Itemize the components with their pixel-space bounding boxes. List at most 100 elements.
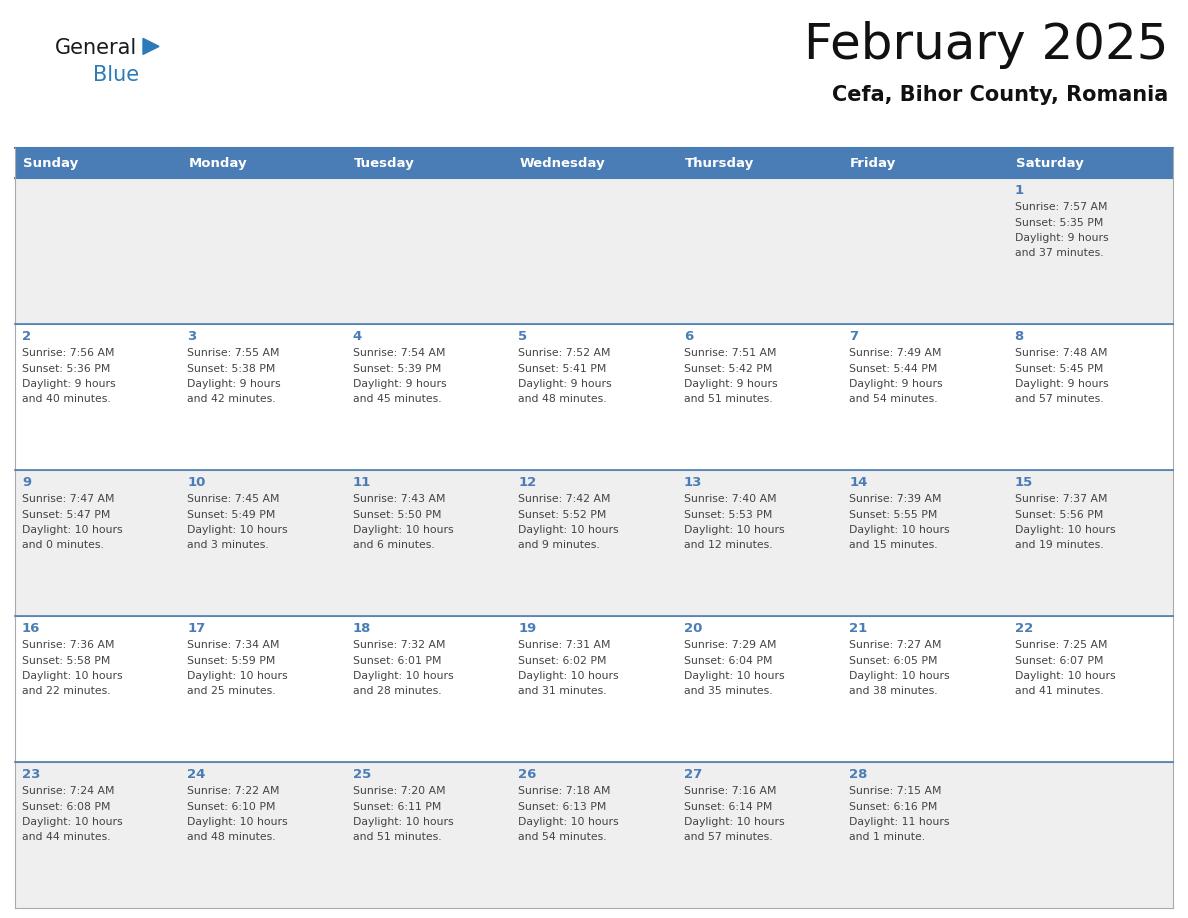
Text: and 54 minutes.: and 54 minutes. <box>518 833 607 843</box>
Text: and 51 minutes.: and 51 minutes. <box>353 833 442 843</box>
Bar <box>15 470 181 616</box>
Text: Daylight: 10 hours: Daylight: 10 hours <box>518 817 619 827</box>
Text: Daylight: 10 hours: Daylight: 10 hours <box>1015 671 1116 681</box>
Text: Sunset: 6:07 PM: Sunset: 6:07 PM <box>1015 655 1104 666</box>
Bar <box>346 324 511 470</box>
Text: Sunrise: 7:49 AM: Sunrise: 7:49 AM <box>849 348 942 358</box>
Text: Daylight: 9 hours: Daylight: 9 hours <box>188 379 282 389</box>
Text: Sunrise: 7:52 AM: Sunrise: 7:52 AM <box>518 348 611 358</box>
Text: 24: 24 <box>188 768 206 781</box>
Text: 28: 28 <box>849 768 867 781</box>
Text: Sunrise: 7:16 AM: Sunrise: 7:16 AM <box>684 786 776 796</box>
Text: Daylight: 10 hours: Daylight: 10 hours <box>684 525 784 535</box>
Text: 8: 8 <box>1015 330 1024 343</box>
Bar <box>511 178 677 324</box>
Text: Sunset: 6:02 PM: Sunset: 6:02 PM <box>518 655 607 666</box>
Text: Sunset: 5:44 PM: Sunset: 5:44 PM <box>849 364 937 374</box>
Bar <box>15 616 181 762</box>
Bar <box>511 616 677 762</box>
Text: 6: 6 <box>684 330 693 343</box>
Text: and 22 minutes.: and 22 minutes. <box>23 687 110 697</box>
Text: and 19 minutes.: and 19 minutes. <box>1015 541 1104 551</box>
Text: 7: 7 <box>849 330 858 343</box>
Text: Sunset: 5:45 PM: Sunset: 5:45 PM <box>1015 364 1102 374</box>
Text: 26: 26 <box>518 768 537 781</box>
Text: 12: 12 <box>518 476 537 489</box>
Text: Sunrise: 7:43 AM: Sunrise: 7:43 AM <box>353 494 446 504</box>
Text: Daylight: 9 hours: Daylight: 9 hours <box>1015 379 1108 389</box>
Text: 13: 13 <box>684 476 702 489</box>
Bar <box>842 148 1007 178</box>
Text: 21: 21 <box>849 622 867 635</box>
Text: Sunset: 5:56 PM: Sunset: 5:56 PM <box>1015 509 1102 520</box>
Text: and 9 minutes.: and 9 minutes. <box>518 541 600 551</box>
Bar <box>842 178 1007 324</box>
Text: Daylight: 10 hours: Daylight: 10 hours <box>188 817 287 827</box>
Bar <box>1007 762 1173 908</box>
Text: 1: 1 <box>1015 184 1024 197</box>
Bar <box>346 148 511 178</box>
Text: Thursday: Thursday <box>684 156 754 170</box>
Text: 2: 2 <box>23 330 31 343</box>
Text: Daylight: 9 hours: Daylight: 9 hours <box>353 379 447 389</box>
Text: 25: 25 <box>353 768 371 781</box>
Text: Daylight: 9 hours: Daylight: 9 hours <box>23 379 115 389</box>
Text: and 57 minutes.: and 57 minutes. <box>684 833 772 843</box>
Text: Sunset: 6:14 PM: Sunset: 6:14 PM <box>684 801 772 812</box>
Text: Sunset: 5:58 PM: Sunset: 5:58 PM <box>23 655 110 666</box>
Text: and 28 minutes.: and 28 minutes. <box>353 687 442 697</box>
Text: Wednesday: Wednesday <box>519 156 605 170</box>
Text: Daylight: 10 hours: Daylight: 10 hours <box>518 671 619 681</box>
Text: Sunrise: 7:39 AM: Sunrise: 7:39 AM <box>849 494 942 504</box>
Text: Daylight: 10 hours: Daylight: 10 hours <box>23 525 122 535</box>
Text: 17: 17 <box>188 622 206 635</box>
Text: Sunset: 5:47 PM: Sunset: 5:47 PM <box>23 509 110 520</box>
Text: Daylight: 9 hours: Daylight: 9 hours <box>518 379 612 389</box>
Text: Sunrise: 7:54 AM: Sunrise: 7:54 AM <box>353 348 446 358</box>
Text: Sunset: 5:52 PM: Sunset: 5:52 PM <box>518 509 607 520</box>
Text: Sunrise: 7:36 AM: Sunrise: 7:36 AM <box>23 640 114 650</box>
Text: Daylight: 10 hours: Daylight: 10 hours <box>188 671 287 681</box>
Text: Sunrise: 7:29 AM: Sunrise: 7:29 AM <box>684 640 776 650</box>
Text: Sunrise: 7:25 AM: Sunrise: 7:25 AM <box>1015 640 1107 650</box>
Bar <box>181 762 346 908</box>
Text: Sunset: 5:55 PM: Sunset: 5:55 PM <box>849 509 937 520</box>
Text: Sunrise: 7:37 AM: Sunrise: 7:37 AM <box>1015 494 1107 504</box>
Text: Sunset: 6:13 PM: Sunset: 6:13 PM <box>518 801 607 812</box>
Text: Sunset: 5:41 PM: Sunset: 5:41 PM <box>518 364 607 374</box>
Text: and 15 minutes.: and 15 minutes. <box>849 541 937 551</box>
Text: Saturday: Saturday <box>1016 156 1083 170</box>
Text: Daylight: 10 hours: Daylight: 10 hours <box>518 525 619 535</box>
Bar <box>677 148 842 178</box>
Text: Sunset: 6:04 PM: Sunset: 6:04 PM <box>684 655 772 666</box>
Bar <box>346 762 511 908</box>
Text: Sunset: 5:42 PM: Sunset: 5:42 PM <box>684 364 772 374</box>
Bar <box>842 616 1007 762</box>
Text: 10: 10 <box>188 476 206 489</box>
Text: and 37 minutes.: and 37 minutes. <box>1015 249 1104 259</box>
Bar <box>181 616 346 762</box>
Text: Sunrise: 7:47 AM: Sunrise: 7:47 AM <box>23 494 114 504</box>
Text: Daylight: 10 hours: Daylight: 10 hours <box>353 671 454 681</box>
Bar <box>346 470 511 616</box>
Text: Cefa, Bihor County, Romania: Cefa, Bihor County, Romania <box>832 85 1168 105</box>
Text: and 35 minutes.: and 35 minutes. <box>684 687 772 697</box>
Text: Sunrise: 7:40 AM: Sunrise: 7:40 AM <box>684 494 776 504</box>
Bar <box>1007 324 1173 470</box>
Polygon shape <box>143 39 159 54</box>
Text: Sunset: 5:59 PM: Sunset: 5:59 PM <box>188 655 276 666</box>
Text: 5: 5 <box>518 330 527 343</box>
Text: and 25 minutes.: and 25 minutes. <box>188 687 276 697</box>
Text: Sunset: 5:36 PM: Sunset: 5:36 PM <box>23 364 110 374</box>
Text: Daylight: 10 hours: Daylight: 10 hours <box>188 525 287 535</box>
Text: Sunset: 5:39 PM: Sunset: 5:39 PM <box>353 364 441 374</box>
Bar <box>15 762 181 908</box>
Text: Sunrise: 7:31 AM: Sunrise: 7:31 AM <box>518 640 611 650</box>
Text: 3: 3 <box>188 330 197 343</box>
Text: and 48 minutes.: and 48 minutes. <box>518 395 607 405</box>
Bar <box>181 178 346 324</box>
Bar <box>15 148 181 178</box>
Text: and 51 minutes.: and 51 minutes. <box>684 395 772 405</box>
Text: and 3 minutes.: and 3 minutes. <box>188 541 270 551</box>
Text: Daylight: 10 hours: Daylight: 10 hours <box>684 671 784 681</box>
